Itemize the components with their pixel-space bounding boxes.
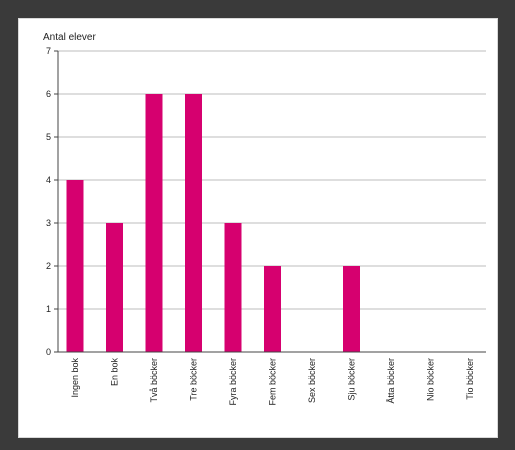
- y-tick-label: 5: [46, 132, 51, 142]
- bar-4: [185, 94, 202, 352]
- gridlines: [58, 50, 486, 310]
- y-tick-label: 3: [46, 218, 51, 228]
- x-tick-label: Nio böcker: [426, 358, 436, 401]
- bar-2: [106, 223, 123, 352]
- bar-6: [264, 266, 281, 352]
- bars: [66, 94, 360, 352]
- x-tick-label: Fyra böcker: [228, 358, 238, 406]
- y-tick-label: 7: [46, 46, 51, 56]
- x-tick-label: Sju böcker: [347, 358, 357, 401]
- y-tick-label: 2: [46, 261, 51, 271]
- x-tick-label: Tio böcker: [465, 358, 475, 400]
- y-tick-label: 0: [46, 347, 51, 357]
- x-tick-label: Åtta böcker: [386, 358, 396, 404]
- x-tick-label: Två böcker: [149, 358, 159, 403]
- x-tick-label: Tre böcker: [189, 358, 199, 401]
- y-tick-label: 1: [46, 304, 51, 314]
- x-tick-label: En bok: [110, 358, 120, 387]
- chart-panel: [18, 18, 498, 438]
- y-tick-label: 6: [46, 89, 51, 99]
- y-tick-label: 4: [46, 175, 51, 185]
- x-tick-label: Ingen bok: [70, 358, 80, 398]
- axes: 0 1 2 3 4 5 6 7 Ingen bok En bok Två böcker Tre böc…: [46, 46, 486, 406]
- bar-8: [343, 266, 360, 352]
- x-tick-label: Sex böcker: [307, 358, 317, 403]
- x-tick-label: Fem böcker: [268, 358, 278, 406]
- bar-1: [66, 180, 84, 352]
- bar-5: [224, 223, 242, 352]
- y-axis-label: Antal elever: [43, 32, 96, 43]
- bar-3: [145, 94, 163, 352]
